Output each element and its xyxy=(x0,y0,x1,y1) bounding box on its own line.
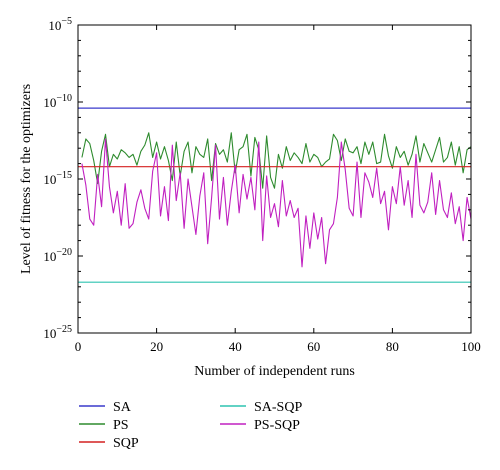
legend-item-sa-sqp: SA-SQP xyxy=(220,400,302,415)
x-axis-ticks: 0 20 40 60 80 100 xyxy=(75,25,481,354)
plot-lines xyxy=(78,107,472,283)
x-axis-title: Number of independent runs xyxy=(194,364,355,379)
legend-item-sa: SA xyxy=(79,400,132,415)
plot-frame xyxy=(77,24,472,334)
legend-item-ps-sqp: PS-SQP xyxy=(220,418,300,433)
legend: SA PS SQP SA-SQP PS-SQP xyxy=(79,400,302,451)
x-tick-label: 40 xyxy=(229,339,242,354)
legend-item-sqp: SQP xyxy=(79,436,139,451)
y-tick-label: 10−10 xyxy=(43,93,72,110)
legend-label: SA xyxy=(113,400,132,415)
x-tick-label: 80 xyxy=(386,339,399,354)
x-tick-label: 0 xyxy=(75,339,82,354)
y-axis-title: Level of fitness for the optimizers xyxy=(19,84,34,274)
legend-label: PS xyxy=(113,418,129,433)
legend-label: SQP xyxy=(113,436,139,451)
legend-item-ps: PS xyxy=(79,418,129,433)
x-tick-label: 100 xyxy=(461,339,481,354)
series-line-ps xyxy=(81,132,472,189)
y-tick-label: 10−5 xyxy=(48,16,72,33)
y-tick-label: 10−15 xyxy=(43,170,72,187)
series-line-ps-sqp xyxy=(81,138,472,268)
x-tick-label: 20 xyxy=(150,339,163,354)
legend-label: PS-SQP xyxy=(254,418,300,433)
y-axis-ticks: 10−5 10−10 10−15 10−20 10−25 xyxy=(43,16,471,341)
y-tick-label: 10−20 xyxy=(43,247,72,264)
legend-label: SA-SQP xyxy=(254,400,302,415)
x-tick-label: 60 xyxy=(307,339,320,354)
y-tick-label: 10−25 xyxy=(43,324,72,341)
